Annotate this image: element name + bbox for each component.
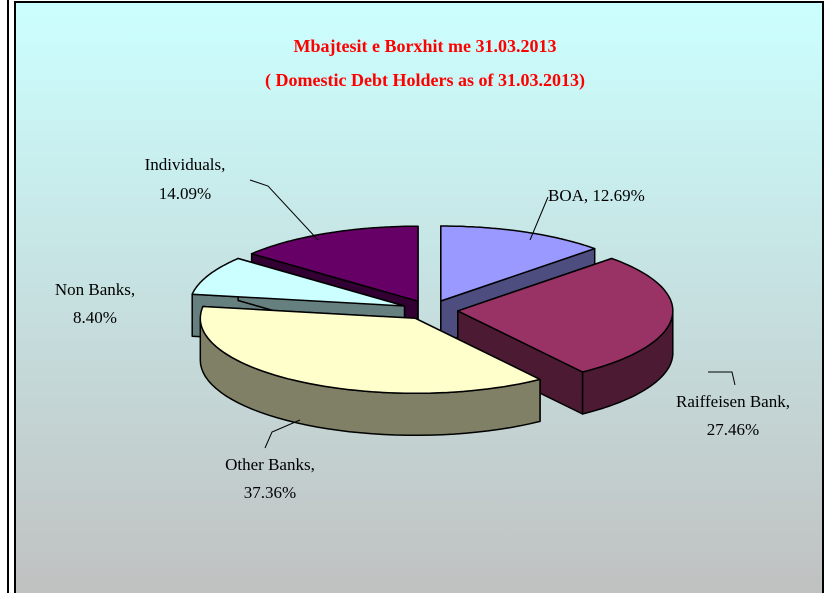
leader-line — [708, 371, 736, 386]
data-label: 8.40% — [73, 308, 117, 327]
data-label: Non Banks, — [55, 280, 135, 299]
slice-top — [191, 257, 406, 307]
slice — [199, 305, 541, 437]
data-label: Individuals, — [145, 155, 226, 174]
slice — [457, 257, 674, 415]
pie — [191, 225, 674, 437]
data-label: 14.09% — [159, 184, 211, 203]
chart-subtitle: ( Domestic Debt Holders as of 31.03.2013… — [265, 70, 585, 91]
leader-line — [249, 179, 319, 241]
slice-top — [457, 257, 674, 373]
leader-line — [529, 196, 549, 241]
slice-top — [440, 225, 596, 302]
slice-top — [199, 305, 541, 395]
slice-top — [250, 225, 419, 302]
data-label: 37.36% — [244, 483, 296, 502]
data-label: Raiffeisen Bank, — [676, 392, 790, 411]
chart-title: Mbajtesit e Borxhit me 31.03.2013 — [294, 36, 557, 56]
data-label: Other Banks, — [225, 455, 315, 474]
data-label: 27.46% — [707, 420, 759, 439]
data-labels: BOA, 12.69% Raiffeisen Bank, 27.46% Other B… — [55, 155, 790, 502]
plot-background — [14, 1, 824, 593]
data-label: BOA, 12.69% — [548, 186, 645, 205]
leader-line — [264, 419, 301, 449]
